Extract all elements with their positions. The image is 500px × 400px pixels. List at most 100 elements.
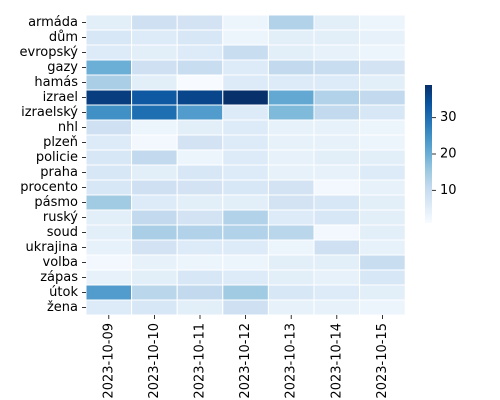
heatmap-cell (222, 59, 269, 76)
heatmap-cell (267, 209, 315, 226)
heatmap-cell (359, 239, 406, 256)
heatmap-cell (313, 269, 361, 286)
heatmap-cell (131, 119, 178, 136)
x-tick-label: 2023-10-15 (375, 323, 390, 399)
heatmap-cell (85, 239, 133, 256)
heatmap-cell (176, 74, 224, 91)
y-tick-label: ruský (43, 210, 78, 225)
heatmap-cell (176, 269, 224, 286)
heatmap-cell (359, 164, 406, 181)
heatmap-cell (85, 194, 133, 211)
heatmap-cell (85, 164, 133, 181)
x-tick-label: 2023-10-13 (284, 323, 299, 399)
heatmap-cell (176, 44, 224, 61)
heatmap-cell (85, 119, 133, 136)
y-tick-label: procento (20, 180, 78, 195)
heatmap-cell (222, 254, 269, 271)
heatmap-cell (85, 59, 133, 76)
heatmap-cell (85, 179, 133, 196)
heatmap-cell (313, 179, 361, 196)
heatmap-cell (85, 209, 133, 226)
heatmap-cell (85, 89, 133, 106)
heatmap-cell (176, 224, 224, 241)
heatmap-cell (267, 104, 315, 121)
heatmap-cell (313, 89, 361, 106)
heatmap-cell (267, 134, 315, 151)
heatmap-cell (222, 104, 269, 121)
heatmap-cell (267, 239, 315, 256)
heatmap-cell (176, 284, 224, 301)
heatmap-cell (313, 59, 361, 76)
heatmap-cell (176, 194, 224, 211)
x-tick-label: 2023-10-11 (193, 323, 208, 399)
y-tick-label: ukrajina (25, 240, 78, 255)
heatmap-cell (85, 149, 133, 166)
heatmap-cell (267, 284, 315, 301)
heatmap-cell (359, 29, 406, 46)
heatmap-cell (131, 224, 178, 241)
heatmap-cell (176, 299, 224, 316)
heatmap-cell (313, 254, 361, 271)
heatmap-cell (267, 59, 315, 76)
heatmap-cell (313, 134, 361, 151)
y-tick-label: nhl (58, 120, 78, 135)
heatmap-cell (131, 299, 178, 316)
heatmap-cell (267, 14, 315, 31)
heatmap-cell (222, 224, 269, 241)
y-tick-label: soud (47, 225, 78, 240)
heatmap-cell (222, 74, 269, 91)
heatmap-cell (359, 134, 406, 151)
y-tick-labels: armádadůmevropskýgazyhamásizraelizraelsk… (20, 15, 86, 315)
heatmap-cell (222, 119, 269, 136)
heatmap-cell (176, 149, 224, 166)
heatmap-cell (313, 209, 361, 226)
heatmap-cell (176, 134, 224, 151)
heatmap-cell (85, 134, 133, 151)
heatmap-cell (176, 104, 224, 121)
heatmap-cell (222, 239, 269, 256)
heatmap-cell (267, 299, 315, 316)
colorbar: 10 20 30 (425, 85, 457, 223)
heatmap-cell (359, 299, 406, 316)
heatmap-cell (313, 149, 361, 166)
heatmap-cell (176, 209, 224, 226)
heatmap-cell (267, 119, 315, 136)
heatmap-cell (85, 44, 133, 61)
heatmap-cell (359, 59, 406, 76)
y-tick-label: praha (40, 165, 78, 180)
heatmap-cell (131, 14, 178, 31)
heatmap-cell (222, 269, 269, 286)
heatmap-cell (131, 89, 178, 106)
heatmap-cell (313, 14, 361, 31)
heatmap-cell (267, 149, 315, 166)
heatmap-cell (222, 134, 269, 151)
heatmap-cell (176, 179, 224, 196)
heatmap-cell (359, 269, 406, 286)
heatmap-cell (131, 269, 178, 286)
y-tick-label: izraelský (21, 105, 78, 120)
heatmap-cell (359, 149, 406, 166)
colorbar-tick-label: 20 (440, 147, 457, 162)
colorbar-tick-label: 30 (440, 110, 457, 125)
x-tick-label: 2023-10-10 (147, 323, 162, 399)
heatmap-cell (313, 119, 361, 136)
heatmap-cell (176, 14, 224, 31)
heatmap-cell (313, 104, 361, 121)
y-tick-label: policie (36, 150, 78, 165)
heatmap-cell (85, 299, 133, 316)
heatmap-cell (313, 239, 361, 256)
heatmap-cell (267, 44, 315, 61)
heatmap-cell (267, 179, 315, 196)
heatmap-cell (359, 104, 406, 121)
heatmap-cell (222, 149, 269, 166)
heatmap-cell (313, 284, 361, 301)
heatmap-cell (267, 74, 315, 91)
heatmap-cell (176, 254, 224, 271)
heatmap-cell (313, 164, 361, 181)
heatmap-cell (85, 29, 133, 46)
heatmap-cell (359, 224, 406, 241)
heatmap-cell (85, 269, 133, 286)
heatmap-cell (359, 44, 406, 61)
heatmap-cell (359, 119, 406, 136)
